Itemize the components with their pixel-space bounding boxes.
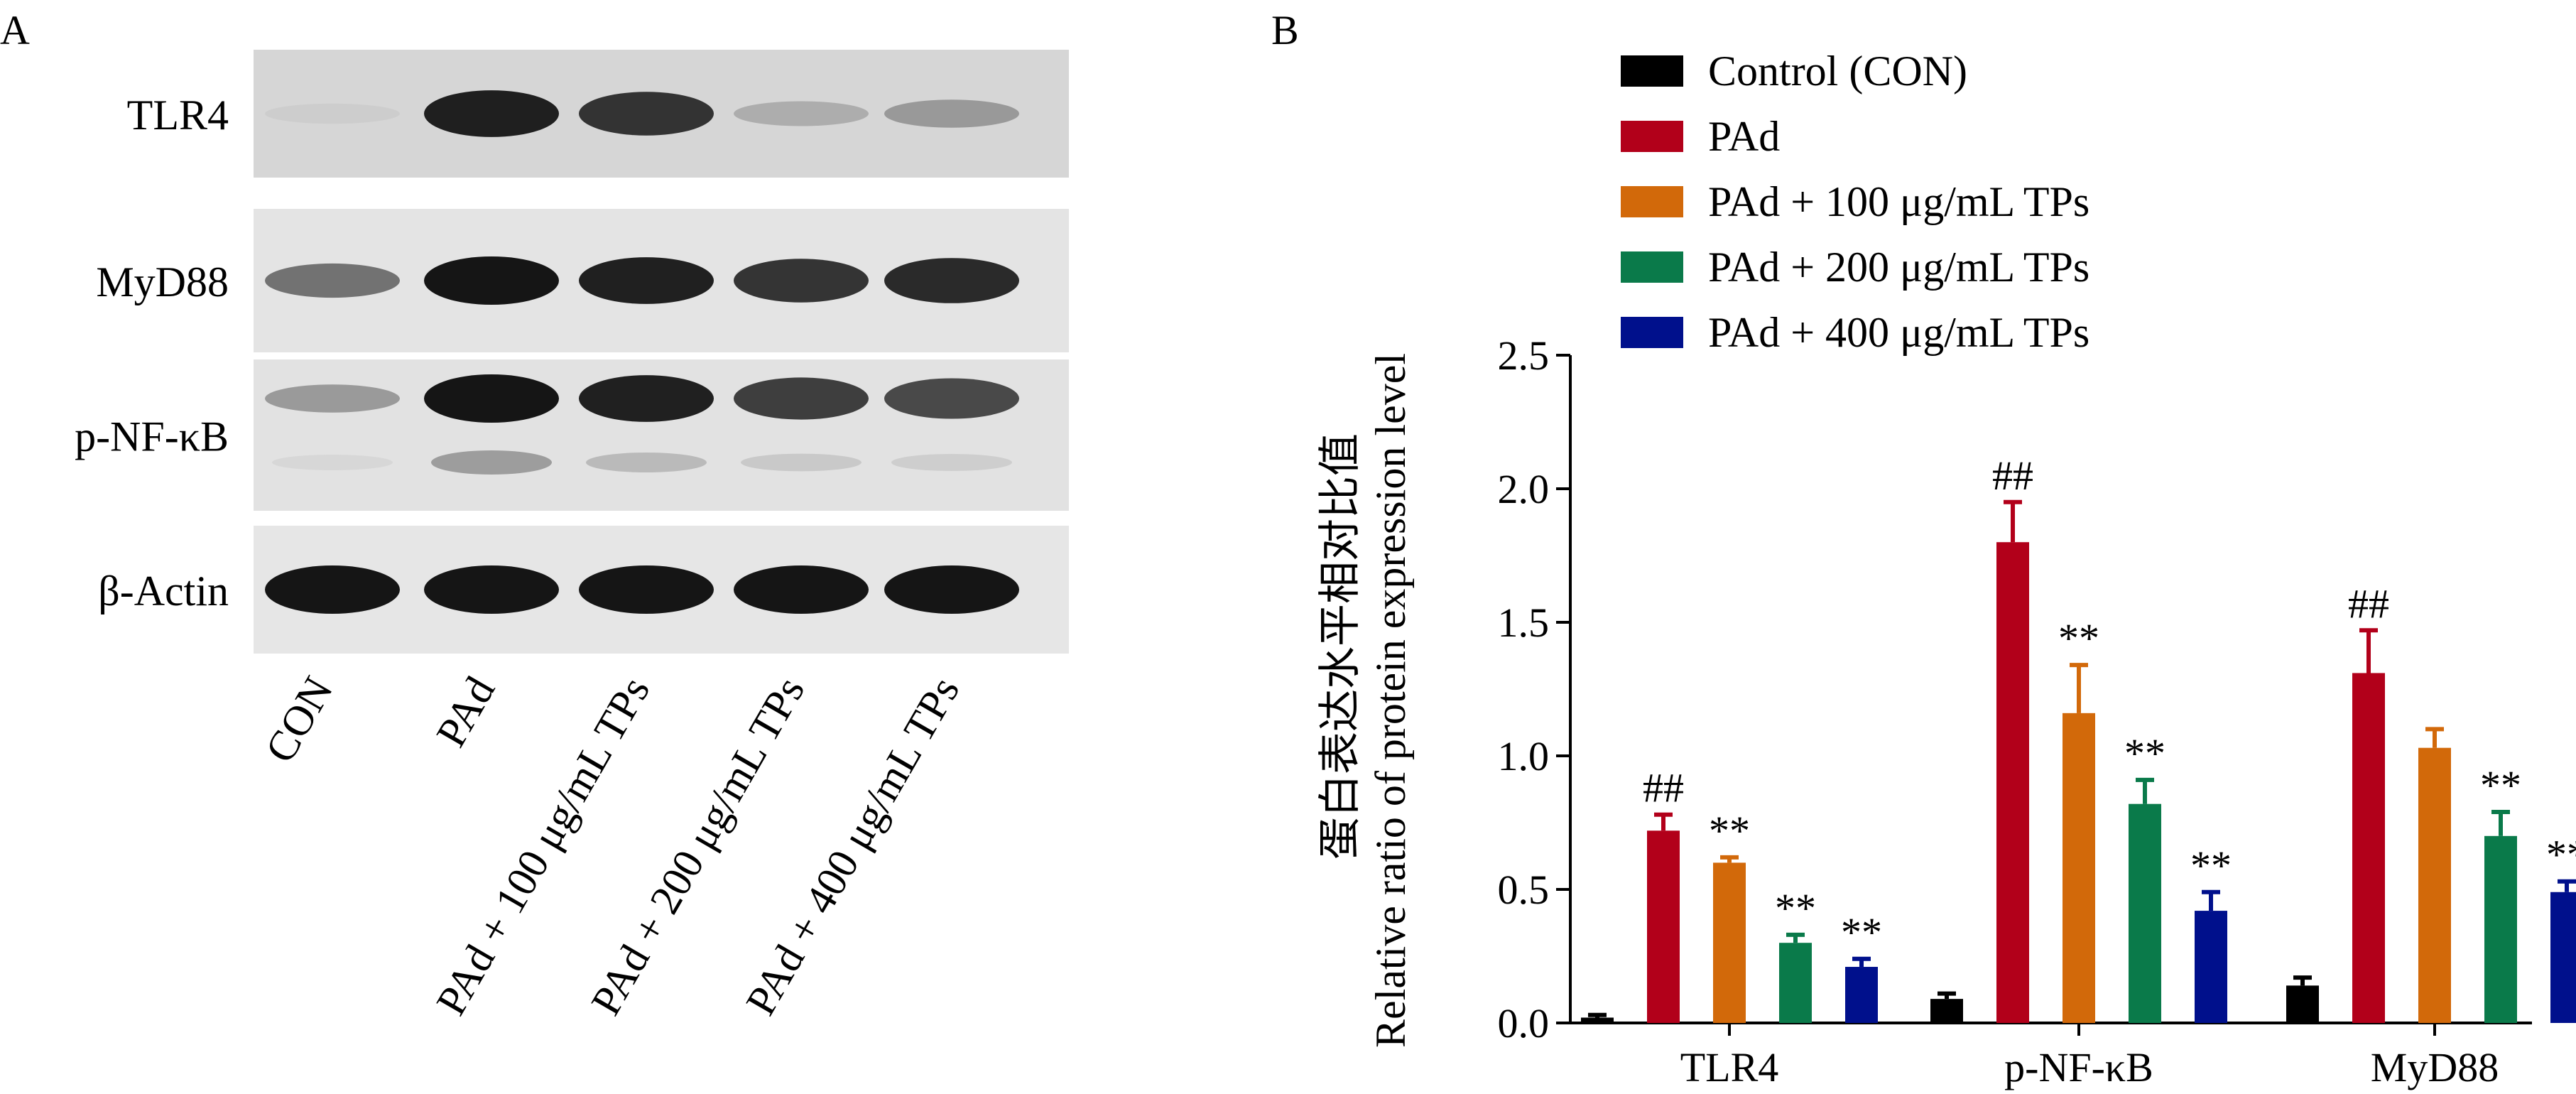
significance-mark: ## [2348,580,2389,627]
bars: ## ** ** ** ## ** ** ** ## ** ** [1581,453,2576,1023]
x-tick-label-tlr4: TLR4 [1680,1044,1779,1090]
legend-label-pad-100-g-ml-tps: PAd + 100 μg/mL TPs [1708,178,2089,225]
bar-pad-200-g-ml-tps-p-nf-b [2129,803,2161,1023]
bar-pad-tlr4 [1647,830,1680,1023]
y-tick-label: 2.0 [1498,466,1550,512]
legend-label-pad-400-g-ml-tps: PAd + 400 μg/mL TPs [1708,309,2089,356]
blot-band [265,384,400,413]
significance-mark: ** [2058,615,2099,661]
bar-pad-400-g-ml-tps-p-nf-b [2195,911,2227,1023]
blot-band [579,257,714,304]
legend-label-pad-200-g-ml-tps: PAd + 200 μg/mL TPs [1708,244,2089,291]
bar-pad-200-g-ml-tps-myd88 [2484,835,2517,1023]
blot-band-lower [891,454,1012,471]
blot-band-lower [741,453,862,472]
significance-mark: ** [2190,843,2232,889]
panel-b-label: B [1271,7,1299,53]
blot-band [265,263,400,298]
legend-label-pad: PAd [1708,113,1780,160]
blot-band [734,565,869,614]
blot-band [884,99,1019,128]
bar-control-con-p-nf-b [1930,999,1963,1023]
blot-band [734,377,869,420]
blot-row-label: β-Actin [98,568,229,614]
bar-pad-400-g-ml-tps-tlr4 [1845,967,1878,1023]
significance-mark: ** [1841,909,1882,955]
y-tick-label: 2.5 [1498,332,1550,379]
significance-mark: ** [1775,885,1816,931]
y-axis-title-en: Relative ratio of protein expression lev… [1367,353,1414,1048]
bar-control-con-tlr4 [1581,1017,1614,1023]
bar-pad-200-g-ml-tps-tlr4 [1779,943,1812,1023]
significance-mark: ## [1643,765,1684,811]
blot-band-lower [272,455,393,470]
lane-label-pad: PAd [427,669,504,755]
bar-pad-100-g-ml-tps-p-nf-b [2063,713,2095,1023]
significance-mark: ** [2124,730,2165,776]
bar-pad-100-g-ml-tps-myd88 [2418,747,2451,1023]
blot-row-label: TLR4 [127,92,229,139]
bar-chart: 蛋白表达水平相对比值 Relative ratio of protein exp… [1315,48,2576,1090]
x-tick-label-myd88: MyD88 [2371,1044,2499,1090]
blot-band [265,103,400,124]
legend: Control (CON) PAd PAd + 100 μg/mL TPs PAd +… [1621,48,2089,356]
blot-band [884,258,1019,303]
panel-a-label: A [0,7,30,53]
significance-mark: ** [2546,832,2576,878]
blot-band [579,565,714,614]
blot-band [884,378,1019,419]
legend-swatch-control-con [1621,55,1683,87]
bar-pad-400-g-ml-tps-myd88 [2550,892,2576,1023]
legend-swatch-pad [1621,121,1683,152]
y-axis-title: 蛋白表达水平相对比值 Relative ratio of protein exp… [1315,353,1414,1048]
significance-mark: ** [1709,808,1750,854]
y-tick-label: 1.5 [1498,600,1550,646]
blot-band [579,375,714,422]
blot-band-lower [586,453,707,472]
significance-mark: ## [1992,453,2033,499]
blot-row-label: MyD88 [96,259,229,305]
lane-label-con: CON [256,669,342,771]
bar-pad-myd88 [2352,673,2385,1023]
blot-band [579,92,714,136]
bar-pad-100-g-ml-tps-tlr4 [1713,862,1746,1023]
bar-pad-p-nf-b [1996,542,2029,1023]
legend-swatch-pad-400-g-ml-tps [1621,317,1683,348]
blot-band [424,90,559,137]
legend-swatch-pad-200-g-ml-tps [1621,251,1683,283]
blot-row-label: p-NF-κB [75,413,229,460]
blot-band [265,565,400,614]
blot-band [424,565,559,614]
y-tick-label: 0.0 [1498,1000,1550,1046]
blot-band [424,256,559,305]
blot-band [734,259,869,303]
significance-mark: ** [2480,762,2521,808]
blot-band [424,374,559,423]
y-tick-label: 0.5 [1498,867,1550,913]
y-axis-title-cn: 蛋白表达水平相对比值 [1315,433,1365,860]
blot-band-lower [431,450,552,475]
bar-control-con-myd88 [2286,985,2319,1023]
y-tick-label: 1.0 [1498,733,1550,779]
western-blot: TLR4 MyD88 p-NF-κB β-Actin [75,50,1069,654]
blot-band [734,101,869,126]
blot-band [884,565,1019,614]
legend-swatch-pad-100-g-ml-tps [1621,186,1683,217]
legend-label-control-con: Control (CON) [1708,48,1967,94]
x-tick-label-p-nf-b: p-NF-κB [2004,1044,2153,1090]
